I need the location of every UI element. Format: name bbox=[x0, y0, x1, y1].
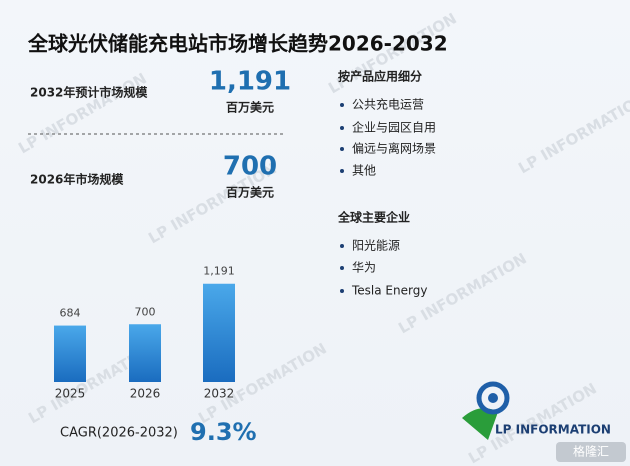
bullet bbox=[340, 103, 344, 107]
bullet bbox=[340, 289, 344, 293]
title: 全球光伏储能充电站市场增长趋势2026-2032 bbox=[27, 32, 448, 56]
list-item: 公共充电运营 bbox=[352, 97, 424, 112]
list-item: 阳光能源 bbox=[352, 239, 400, 253]
logo-mark bbox=[488, 393, 498, 403]
cagr-value: 9.3% bbox=[190, 418, 257, 446]
bullet bbox=[340, 147, 344, 151]
badge-text: 格隆汇 bbox=[573, 444, 609, 459]
bar bbox=[129, 324, 161, 382]
x-tick-label: 2026 bbox=[130, 387, 161, 401]
list-heading: 全球主要企业 bbox=[337, 210, 410, 225]
list-item: 其他 bbox=[352, 164, 376, 178]
list-item: 偏远与离网场景 bbox=[352, 141, 436, 156]
bullet bbox=[340, 244, 344, 248]
stat-label: 2032年预计市场规模 bbox=[30, 85, 148, 100]
stat-value: 700 bbox=[223, 152, 277, 182]
bullet bbox=[340, 169, 344, 173]
bar bbox=[54, 325, 86, 382]
logo-text: LP INFORMATION bbox=[495, 423, 611, 437]
bar bbox=[203, 283, 235, 382]
badge bbox=[556, 442, 626, 462]
x-tick-label: 2025 bbox=[55, 387, 86, 401]
stat-value: 1,191 bbox=[209, 67, 291, 97]
stat-unit: 百万美元 bbox=[226, 185, 274, 200]
cagr-label: CAGR(2026-2032) bbox=[60, 426, 178, 441]
value-label: 684 bbox=[60, 307, 81, 320]
list-heading: 按产品应用细分 bbox=[338, 69, 422, 84]
logo-mark bbox=[462, 408, 498, 440]
bullet bbox=[340, 266, 344, 270]
stat-unit: 百万美元 bbox=[226, 100, 274, 115]
value-label: 700 bbox=[135, 305, 156, 318]
logo-mark bbox=[476, 381, 510, 415]
bullet bbox=[340, 126, 344, 130]
stat-label: 2026年市场规模 bbox=[30, 172, 124, 187]
value-label: 1,191 bbox=[203, 265, 235, 278]
list-item: 企业与园区自用 bbox=[352, 120, 436, 135]
x-tick-label: 2032 bbox=[204, 387, 235, 401]
list-item: Tesla Energy bbox=[351, 284, 427, 298]
list-item: 华为 bbox=[352, 261, 376, 275]
logo: LP INFORMATION bbox=[462, 381, 611, 440]
